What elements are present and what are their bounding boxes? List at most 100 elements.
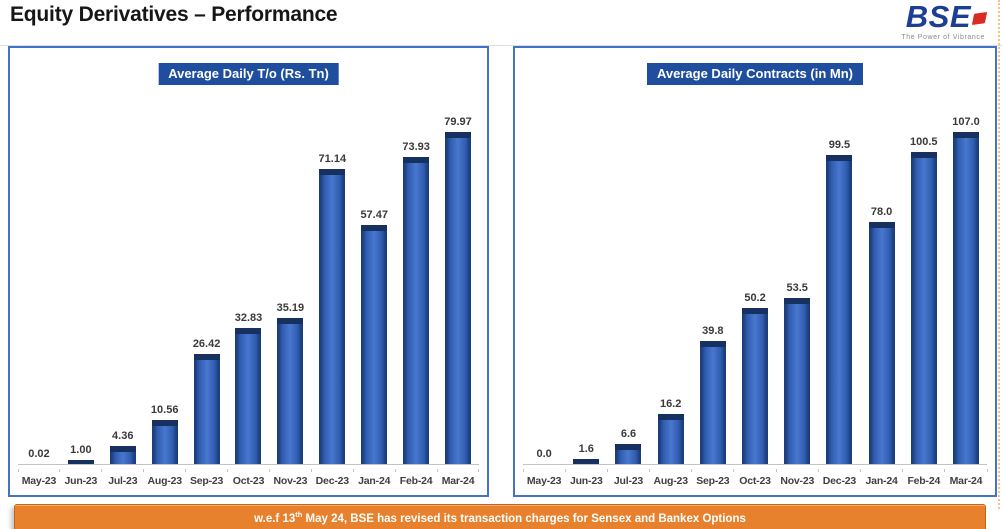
x-axis-label: Jan-24 (859, 468, 903, 490)
bar-cap (235, 327, 262, 334)
bar-value-label: 107.0 (952, 116, 980, 128)
x-axis-label: Aug-23 (649, 468, 692, 490)
bar-cap (742, 308, 769, 315)
x-axis-label: Sep-23 (185, 468, 228, 490)
x-axis-label: Oct-23 (733, 468, 776, 490)
bar-value-label: 16.2 (659, 397, 682, 410)
bar-column: 6.6 (607, 92, 649, 464)
bar-column: 0.0 (523, 92, 565, 464)
bse-logo-tagline: The Power of Vibrance (901, 34, 985, 41)
bar-cap (109, 445, 136, 452)
bar-column: 4.36 (102, 92, 144, 464)
bar (699, 340, 726, 464)
bse-flag-icon (971, 11, 988, 26)
bar-column: 0.02 (18, 92, 60, 464)
bar-column: 50.2 (734, 92, 776, 464)
bse-logo-row: BSE (901, 1, 988, 38)
footer-note-prefix: w.e.f 13 (254, 512, 296, 525)
bar-column: 79.97 (437, 92, 479, 464)
bar-cap (784, 298, 811, 304)
x-axis-label: Dec-23 (817, 468, 860, 490)
footer-note-superscript: th (295, 510, 303, 519)
bar-value-label: 26.42 (192, 338, 221, 351)
bar-column: 78.0 (861, 92, 903, 464)
bar-cap (657, 413, 684, 420)
bar-plot-contracts: 0.0 1.6 6.6 16.2 39.8 50.2 53.5 99.5 78.0 100.5 10… (523, 92, 987, 465)
bar-cap (319, 168, 346, 175)
x-axis-label: Sep-23 (691, 468, 734, 490)
bar (742, 308, 769, 464)
bar (868, 222, 895, 464)
footer-note-rest: May 24, BSE has revised its transaction … (302, 512, 746, 525)
x-axis-label: Mar-24 (944, 468, 988, 490)
bar (826, 155, 853, 464)
bar-column: 16.2 (650, 92, 692, 464)
bar-value-label: 53.5 (786, 282, 808, 294)
bar-column: 99.5 (818, 92, 860, 464)
bar (361, 225, 388, 464)
bar (445, 132, 472, 464)
bar-column: 53.5 (776, 92, 818, 464)
bar-column: 100.5 (903, 92, 945, 464)
x-axis-label: May-23 (522, 468, 565, 490)
bar-value-label: 0.02 (28, 447, 50, 460)
footer-note-banner: w.e.f 13th May 24, BSE has revised its t… (14, 504, 986, 529)
x-axis-turnover: May-23 Jun-23 Jul-23 Aug-23 Sep-23 Oct-23 Nov-… (17, 468, 480, 490)
bar-value-label: 6.6 (620, 427, 637, 440)
bar-cap (910, 152, 937, 159)
bar-value-label: 0.0 (536, 448, 552, 460)
bar-column: 107.0 (945, 92, 987, 464)
footer-note-text: w.e.f 13th May 24, BSE has revised its t… (254, 510, 746, 525)
bar-column: 1.00 (60, 92, 102, 464)
bar (109, 445, 136, 464)
chart-title-turnover: Average Daily T/o (Rs. Tn) (158, 63, 339, 85)
slide-edge-dotted-line (998, 0, 1000, 509)
bar-value-label: 32.83 (234, 311, 263, 324)
bar-value-label: 57.47 (360, 209, 388, 222)
bar-value-label: 50.2 (744, 292, 766, 305)
bar (910, 152, 937, 464)
bar-value-label: 39.8 (702, 324, 724, 337)
bar (151, 420, 178, 464)
bar-cap (445, 132, 472, 138)
bar-column: 71.14 (311, 92, 353, 464)
x-axis-label: Jun-23 (59, 468, 102, 490)
bar-cap (361, 225, 388, 232)
bar-value-label: 71.14 (318, 152, 347, 165)
bar (784, 298, 811, 464)
bar-plot-turnover: 0.02 1.00 4.36 10.56 26.42 32.83 35.19 71.14 57.… (18, 92, 479, 465)
bar-value-label: 1.6 (578, 443, 594, 455)
bar-cap (193, 354, 220, 361)
x-axis-label: Jul-23 (101, 468, 144, 490)
chart-title-contracts: Average Daily Contracts (in Mn) (646, 63, 864, 85)
bar-value-label: 79.97 (444, 116, 472, 128)
x-axis-label: Feb-24 (394, 468, 437, 490)
bar-value-label: 10.56 (150, 404, 179, 417)
x-axis-label: Feb-24 (902, 468, 945, 490)
bar-cap (403, 157, 430, 164)
bar-cap (573, 459, 600, 464)
bse-logo: BSE The Power of Vibrance (901, 1, 988, 41)
x-axis-label: Jan-24 (352, 468, 395, 490)
bar-column: 1.6 (565, 92, 607, 464)
bar-column: 26.42 (186, 92, 228, 464)
bar-column: 73.93 (395, 92, 437, 464)
bar-value-label: 100.5 (910, 136, 938, 149)
bar (67, 459, 94, 464)
bar-column: 10.56 (144, 92, 186, 464)
bar-cap (826, 155, 853, 162)
bar-column: 35.19 (269, 92, 311, 464)
bar-cap (277, 317, 304, 324)
bar (319, 168, 346, 464)
bar (235, 327, 262, 464)
header-divider (0, 45, 1002, 46)
bar (615, 443, 642, 464)
bar (193, 354, 220, 464)
x-axis-label: Aug-23 (143, 468, 186, 490)
bar-value-label: 1.00 (70, 443, 92, 456)
bar (277, 317, 304, 464)
page-title: Equity Derivatives – Performance (10, 3, 338, 26)
x-axis-label: May-23 (17, 468, 60, 490)
bar-cap (699, 340, 726, 347)
